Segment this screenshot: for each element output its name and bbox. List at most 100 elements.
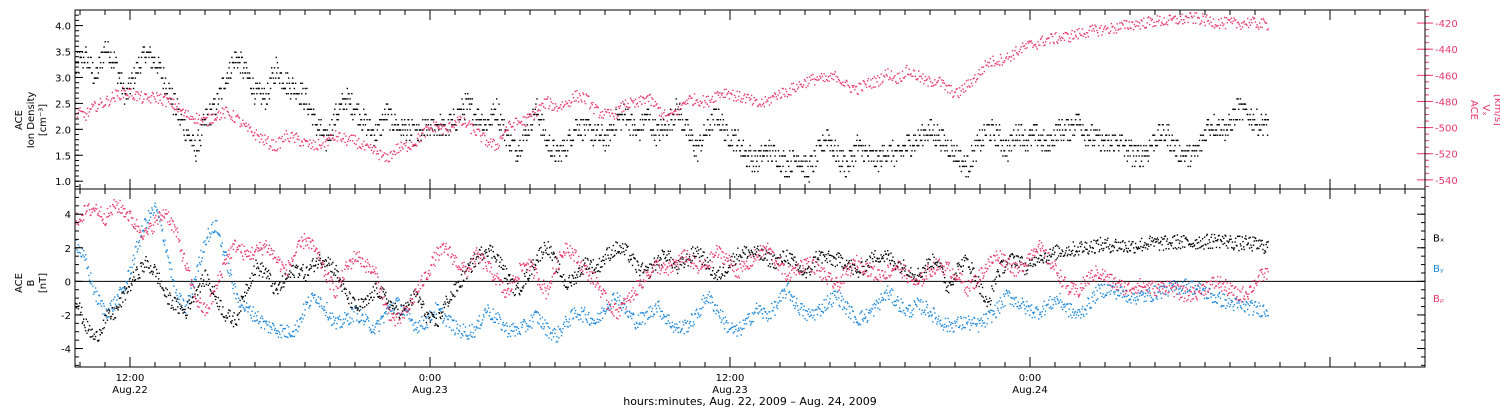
data-point	[304, 309, 306, 311]
data-point	[524, 134, 526, 136]
data-point	[173, 108, 176, 111]
data-point	[502, 321, 504, 324]
data-point	[693, 155, 696, 157]
data-point	[100, 61, 102, 64]
data-point	[918, 75, 921, 78]
data-point	[261, 87, 263, 90]
data-point	[473, 326, 475, 328]
data-point	[328, 316, 331, 318]
data-point	[582, 92, 584, 94]
data-point	[130, 272, 133, 274]
data-point	[286, 324, 288, 327]
data-point	[405, 141, 408, 144]
data-point	[255, 87, 258, 90]
data-point	[421, 132, 424, 135]
data-point	[1077, 37, 1079, 40]
data-point	[1137, 21, 1139, 23]
data-point	[865, 316, 867, 318]
data-point	[401, 119, 403, 121]
data-point	[895, 80, 897, 83]
data-point	[1070, 33, 1072, 35]
data-point	[403, 308, 405, 310]
data-point	[636, 322, 638, 325]
data-point	[408, 124, 410, 126]
data-point	[998, 124, 1001, 126]
data-point	[497, 119, 499, 121]
data-point	[661, 310, 663, 313]
data-point	[307, 113, 309, 116]
data-point	[456, 129, 458, 131]
data-point	[933, 124, 935, 126]
data-point	[88, 111, 90, 113]
data-point	[163, 96, 165, 98]
data-point	[1202, 15, 1205, 17]
data-point	[505, 129, 507, 131]
data-point	[820, 144, 822, 147]
data-point	[1024, 47, 1026, 50]
data-point	[1219, 134, 1222, 136]
data-point	[950, 322, 952, 324]
data-point	[333, 124, 335, 126]
data-point	[150, 67, 152, 69]
data-point	[162, 96, 165, 98]
data-point	[396, 300, 398, 302]
data-point	[970, 79, 972, 81]
data-point	[1151, 18, 1153, 20]
data-point	[626, 106, 628, 108]
data-point	[758, 103, 760, 105]
data-point	[421, 316, 423, 318]
data-point	[298, 138, 300, 141]
data-point	[895, 82, 898, 84]
data-point	[970, 324, 972, 327]
data-point	[268, 93, 270, 95]
data-point	[524, 321, 526, 323]
data-point	[1039, 44, 1041, 47]
data-point	[609, 115, 611, 117]
data-point	[144, 56, 146, 59]
data-point	[930, 315, 933, 317]
data-point	[1189, 165, 1192, 168]
data-point	[306, 140, 309, 143]
data-point	[438, 308, 440, 310]
data-point	[540, 134, 542, 136]
data-point	[602, 117, 604, 119]
data-point	[1212, 18, 1215, 20]
data-point	[690, 129, 693, 131]
data-point	[334, 317, 337, 319]
data-point	[124, 289, 127, 292]
data-point	[662, 317, 664, 319]
data-point	[680, 330, 682, 332]
data-point	[936, 81, 939, 83]
data-point	[479, 119, 481, 121]
data-point	[131, 266, 133, 268]
data-point	[1065, 129, 1067, 131]
data-point	[499, 137, 501, 139]
data-point	[344, 318, 347, 320]
data-point	[143, 46, 146, 48]
data-point	[1074, 129, 1076, 131]
data-point	[288, 140, 290, 142]
data-point	[222, 77, 225, 79]
data-point	[1199, 150, 1201, 152]
data-point	[460, 336, 462, 339]
data-point	[397, 143, 399, 145]
data-point	[1120, 28, 1122, 30]
data-point	[474, 134, 477, 136]
data-point	[473, 131, 476, 133]
data-point	[410, 148, 412, 150]
data-point	[236, 61, 238, 64]
data-point	[769, 96, 772, 99]
data-point	[682, 321, 684, 323]
data-point	[317, 149, 319, 151]
data-point	[993, 134, 996, 136]
data-point	[838, 297, 840, 299]
data-point	[528, 134, 530, 136]
data-point	[493, 139, 495, 142]
data-point	[860, 144, 863, 147]
data-point	[519, 122, 522, 124]
data-point	[562, 144, 564, 147]
data-point	[1149, 17, 1152, 19]
data-point	[592, 318, 594, 321]
data-point	[625, 306, 628, 308]
data-point	[817, 79, 819, 81]
